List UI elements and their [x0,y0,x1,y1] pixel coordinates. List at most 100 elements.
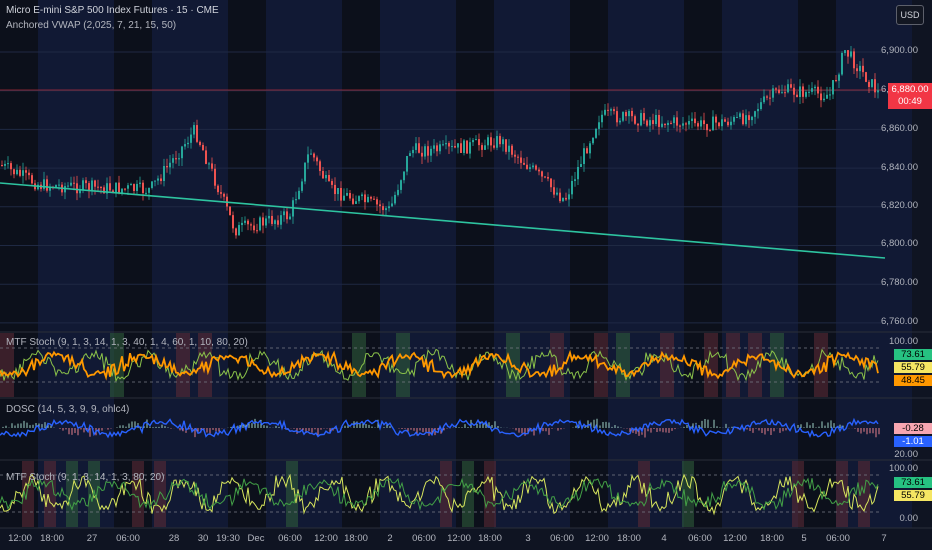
candle-body [709,130,711,132]
x-tick: Dec [247,533,265,544]
indicator-legend[interactable]: Anchored VWAP (2,025, 7, 21, 15, 50) [6,20,177,31]
y-tick: 6,840.00 [881,162,918,173]
session-band [494,0,532,528]
candle-body [133,184,135,192]
candle-body [565,197,567,200]
candle-body [397,189,399,195]
y-tick: 6,860.00 [881,123,918,134]
candle-body [877,90,879,93]
value-tag: -1.01 [894,436,932,447]
candle-body [109,183,111,191]
candle-body [643,113,645,121]
session-band [380,0,418,528]
candle-body [391,203,393,207]
candle-body [808,91,810,93]
candle-body [613,109,615,112]
value-tag: 48.45 [894,375,932,386]
value-tag: 55.79 [894,362,932,373]
chart-title: Micro E-mini S&P 500 Index Futures · 15 … [6,5,219,16]
candle-body [505,139,507,152]
candle-body [91,180,93,191]
candle-body [532,165,534,168]
last-price: 6,880.00 [891,84,929,95]
x-tick: 12:00 [314,533,338,544]
candle-body [550,178,552,188]
candle-body [490,137,492,146]
candle-body [760,102,762,110]
candle-body [97,186,99,188]
signal-band [682,461,694,527]
signal-band [704,333,718,397]
x-tick: 4 [661,533,667,544]
candle-body [325,175,327,179]
candle-body [595,128,597,138]
candle-body [520,157,522,163]
candle-body [328,175,330,182]
candle-body [514,154,516,157]
session-band [418,0,456,528]
candle-body [412,149,414,154]
candle-body [682,123,684,126]
candle-body [118,182,120,194]
signal-band [176,333,190,397]
candle-body [484,145,486,150]
candle-body [574,179,576,181]
candle-body [652,120,654,124]
signal-band [352,333,366,397]
candle-body [667,122,669,126]
signal-band [396,333,410,397]
x-tick: 7 [881,533,887,544]
candle-body [250,224,252,226]
signal-band [616,333,630,397]
candle-body [184,144,186,147]
candle-body [460,143,462,153]
candle-body [7,163,9,165]
candle-body [586,148,588,154]
candle-body [634,116,636,124]
candle-body [208,163,210,165]
signal-band [154,461,166,527]
candle-body [295,199,297,201]
candle-body [313,153,315,158]
pane-3-legend[interactable]: MTF Stoch (9, 1, 3, 14, 1, 3, 80, 20) [6,472,165,483]
candle-body [703,120,705,125]
candle-body [496,136,498,148]
candle-body [592,137,594,144]
x-tick: 06:00 [550,533,574,544]
candle-body [694,118,696,124]
candle-body [157,178,159,181]
candle-body [409,153,411,156]
candle-body [769,97,771,99]
candle-body [778,89,780,93]
candle-body [871,79,873,87]
candle-body [826,94,828,99]
signal-band [748,333,762,397]
session-band [0,0,38,528]
candle-body [799,86,801,98]
candle-body [436,145,438,152]
candle-body [289,216,291,220]
candle-body [25,170,27,173]
candle-body [865,72,867,82]
candle-body [241,222,243,226]
stoch-k-line [0,473,879,516]
candle-body [541,171,543,177]
signal-band [132,461,144,527]
candle-body [568,194,570,200]
currency-button[interactable]: USD [896,5,924,25]
session-band [646,0,684,528]
candle-body [415,143,417,150]
candle-body [523,162,525,165]
candle-body [838,74,840,81]
candle-body [721,119,723,127]
candle-body [862,65,864,73]
x-tick: 18:00 [617,533,641,544]
signal-band [638,461,650,527]
candle-body [283,211,285,216]
candle-body [430,148,432,156]
candle-body [604,109,606,115]
pane-1-legend[interactable]: MTF Stoch (9, 1, 3, 14, 1, 3, 40, 1, 4, … [6,337,248,348]
candle-body [28,172,30,176]
pane-2-legend[interactable]: DOSC (14, 5, 3, 9, 9, ohlc4) [6,404,130,415]
